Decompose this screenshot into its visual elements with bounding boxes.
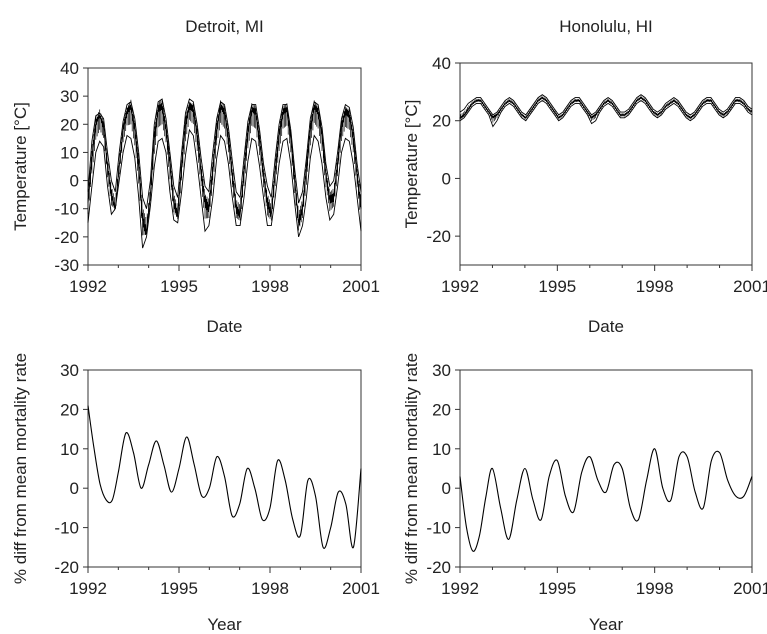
- chart-2-x-tick-label: 2001: [733, 277, 767, 296]
- chart-4-y-tick-label: 10: [432, 440, 451, 459]
- chart-3-x-tick-label: 1998: [251, 579, 289, 598]
- chart-3-x-tick-label: 2001: [342, 579, 380, 598]
- chart-2-temperature-noise: [459, 96, 752, 123]
- chart-4-y-tick-label: -20: [426, 558, 451, 577]
- chart-3-mortality-line: [87, 405, 362, 549]
- chart-4-y-axis-label: % diff from mean mortality rate: [402, 353, 421, 584]
- chart-2-y-tick-label: 20: [432, 112, 451, 131]
- chart-3-y-axis-label: % diff from mean mortality rate: [11, 353, 30, 584]
- chart-1-x-tick-label: 1998: [251, 277, 289, 296]
- chart-2-x-tick-label: 1992: [441, 277, 479, 296]
- chart-1-y-tick-label: -30: [54, 256, 79, 275]
- chart-3-y-tick-label: -10: [54, 519, 79, 538]
- chart-4-y-tick-label: 20: [432, 400, 451, 419]
- chart-1-x-tick-label: 2001: [342, 277, 380, 296]
- chart-1-y-tick-label: 40: [60, 59, 79, 78]
- chart-4-x-tick-label: 1995: [538, 579, 576, 598]
- chart-1-y-axis-label: Temperature [°C]: [11, 102, 30, 231]
- chart-1-title: Detroit, MI: [185, 17, 263, 36]
- chart-1-y-tick-label: -20: [54, 228, 79, 247]
- chart-2-x-tick-label: 1998: [636, 277, 674, 296]
- chart-3-y-tick-label: 20: [60, 400, 79, 419]
- chart-1-y-tick-label: 10: [60, 143, 79, 162]
- chart-1-y-tick-label: 0: [70, 172, 79, 191]
- chart-1-y-tick-label: 20: [60, 115, 79, 134]
- chart-3-y-tick-label: 0: [70, 479, 79, 498]
- chart-4-y-tick-label: 0: [442, 479, 451, 498]
- chart-3-x-tick-label: 1992: [69, 579, 107, 598]
- chart-2-temperature-line: [459, 94, 753, 116]
- chart-1-temperature-noise: [87, 99, 361, 236]
- chart-2-y-tick-label: 0: [442, 169, 451, 188]
- chart-2-plot-frame: [459, 62, 753, 266]
- chart-2-y-tick-label: -20: [426, 227, 451, 246]
- chart-2-y-axis-label: Temperature [°C]: [402, 100, 421, 229]
- chart-4-x-axis-label: Year: [589, 615, 624, 634]
- chart-2-x-axis-label: Date: [588, 317, 624, 336]
- chart-4-y-tick-label: -10: [426, 519, 451, 538]
- chart-2-x-tick-label: 1995: [538, 277, 576, 296]
- chart-3-y-tick-label: -20: [54, 558, 79, 577]
- chart-2-y-tick-label: 40: [432, 54, 451, 73]
- chart-2-temperature-line: [459, 99, 753, 128]
- chart-1-x-tick-label: 1992: [69, 277, 107, 296]
- chart-1-plot-frame: [87, 67, 362, 266]
- chart-1-temperature-line: [87, 128, 362, 249]
- chart-1-x-tick-label: 1995: [160, 277, 198, 296]
- chart-1-y-tick-label: -10: [54, 200, 79, 219]
- chart-3-x-axis-label: Year: [207, 615, 242, 634]
- chart-3-x-tick-label: 1995: [160, 579, 198, 598]
- chart-4-plot-frame: [459, 369, 753, 568]
- chart-3-y-tick-label: 30: [60, 361, 79, 380]
- chart-1-y-tick-label: 30: [60, 87, 79, 106]
- chart-4-x-tick-label: 1992: [441, 579, 479, 598]
- chart-4-y-tick-label: 30: [432, 361, 451, 380]
- chart-3-y-tick-label: 10: [60, 440, 79, 459]
- chart-4-x-tick-label: 2001: [733, 579, 767, 598]
- chart-4-mortality-line: [459, 448, 753, 552]
- chart-3-plot-frame: [87, 369, 362, 568]
- chart-1-x-axis-label: Date: [207, 317, 243, 336]
- chart-2-title: Honolulu, HI: [559, 17, 653, 36]
- chart-4-x-tick-label: 1998: [636, 579, 674, 598]
